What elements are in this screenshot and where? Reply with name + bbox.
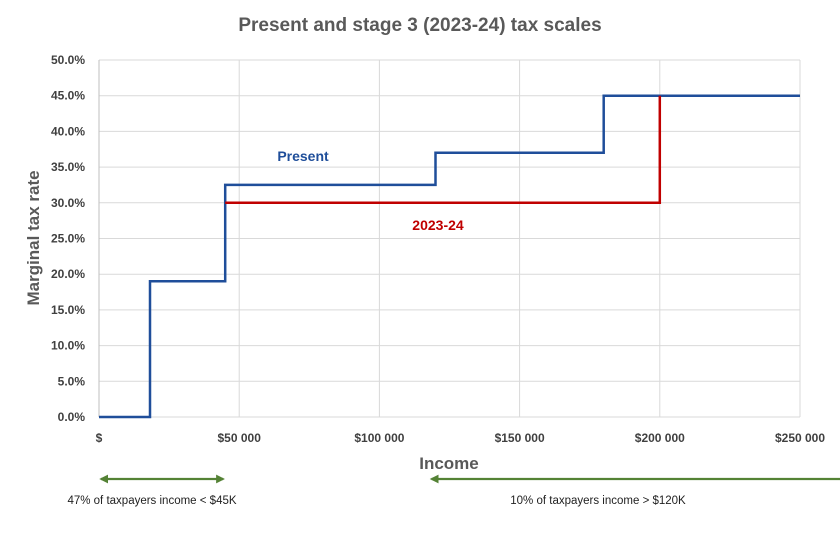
y-tick-label: 50.0% — [51, 53, 85, 67]
series-label-2023-24: 2023-24 — [412, 217, 464, 233]
series-label-present: Present — [277, 148, 329, 164]
series-line-2023-24 — [225, 95, 662, 205]
series-lines — [99, 94, 800, 419]
y-tick-label: 10.0% — [51, 339, 85, 353]
y-tick-label: 20.0% — [51, 267, 85, 281]
y-tick-label: 45.0% — [51, 89, 85, 103]
y-axis-ticks: 0.0% 5.0% 10.0% 15.0% 20.0% 25.0% 30.0% 35.0% 40… — [51, 53, 85, 424]
y-tick-label: 25.0% — [51, 232, 85, 246]
series-line-present — [99, 94, 800, 419]
gridlines — [98, 59, 801, 418]
x-tick-label: $150 000 — [495, 431, 545, 445]
y-tick-label: 30.0% — [51, 196, 85, 210]
y-tick-label: 5.0% — [58, 374, 86, 388]
annotation-text-below-45k: 47% of taxpayers income < $45K — [67, 495, 236, 507]
x-axis-label: Income — [419, 454, 479, 473]
annotation-text-above-120k: 10% of taxpayers income > $120K — [510, 495, 686, 507]
y-tick-label: 15.0% — [51, 303, 85, 317]
x-tick-label: $200 000 — [635, 431, 685, 445]
x-tick-label: $250 000 — [775, 431, 825, 445]
y-tick-label: 35.0% — [51, 160, 85, 174]
y-axis-label: Marginal tax rate — [24, 170, 43, 305]
x-tick-label: $50 000 — [218, 431, 262, 445]
y-tick-label: 0.0% — [58, 410, 86, 424]
x-tick-label: $ — [96, 431, 103, 445]
x-axis-ticks: $ $50 000 $100 000 $150 000 $200 000 $250 000 — [96, 431, 826, 445]
chart-title: Present and stage 3 (2023-24) tax scales — [238, 15, 601, 36]
y-tick-label: 40.0% — [51, 124, 85, 138]
x-tick-label: $100 000 — [354, 431, 404, 445]
